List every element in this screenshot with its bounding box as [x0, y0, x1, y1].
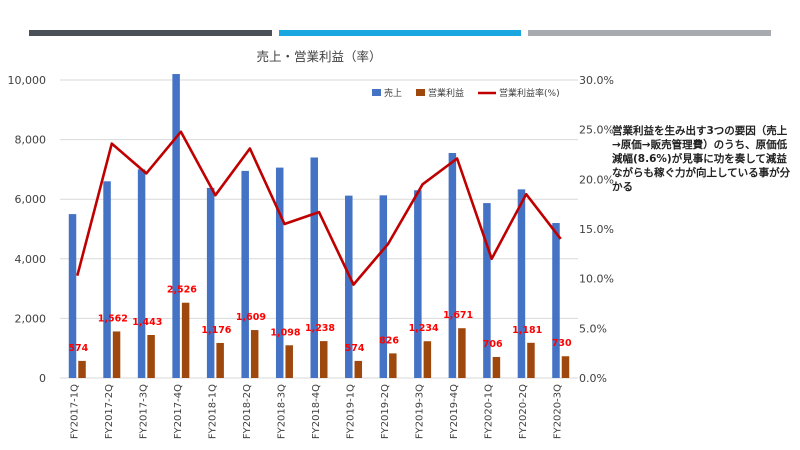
bar-sales [552, 223, 560, 378]
profit-data-label: 1,562 [98, 313, 128, 324]
x-tick-label: FY2017-2Q [104, 384, 115, 439]
bar-sales [517, 189, 526, 378]
bar-sales [345, 195, 353, 378]
x-tick-label: FY2018-3Q [276, 384, 287, 439]
bar-operating-profit [423, 341, 432, 378]
legend-swatch-sales [372, 89, 381, 96]
bar-sales [137, 169, 146, 378]
profit-data-label: 574 [68, 343, 88, 354]
header-bar-blue [279, 30, 521, 36]
y-left-tick-label: 10,000 [8, 74, 47, 87]
bar-operating-profit [250, 330, 259, 378]
bar-operating-profit [181, 302, 190, 378]
y-right-tick-label: 5.0% [579, 322, 607, 335]
bar-operating-profit [527, 342, 535, 378]
y-left-tick-label: 0 [39, 372, 46, 385]
profit-data-label: 1,234 [409, 323, 439, 334]
profit-data-label: 826 [379, 335, 399, 346]
bar-sales [448, 153, 457, 378]
bar-sales [275, 167, 284, 378]
bar-operating-profit [458, 328, 466, 378]
profit-data-label: 2,526 [167, 285, 197, 296]
x-tick-label: FY2019-2Q [380, 384, 391, 439]
bar-sales [483, 203, 491, 378]
legend-label-operating-margin: 営業利益率(%) [499, 87, 560, 99]
bar-sales [103, 181, 111, 378]
x-tick-label: FY2019-4Q [449, 384, 460, 439]
y-right-tick-label: 15.0% [579, 223, 614, 236]
bar-sales [310, 157, 318, 378]
y-left-tick-label: 8,000 [15, 134, 47, 147]
bar-operating-profit [78, 360, 86, 378]
y-right-tick-label: 25.0% [579, 124, 614, 137]
bar-operating-profit [561, 356, 570, 378]
profit-data-label: 730 [552, 338, 572, 349]
profit-data-label: 1,609 [236, 312, 266, 323]
profit-data-label: 1,238 [305, 323, 335, 334]
header-bar-gray [528, 30, 771, 36]
y-right-tick-label: 30.0% [579, 74, 614, 87]
x-tick-label: FY2018-4Q [311, 384, 322, 439]
profit-data-label: 1,098 [270, 327, 300, 338]
y-right-tick-label: 0.0% [579, 372, 607, 385]
x-tick-label: FY2018-2Q [242, 384, 253, 439]
bar-sales [206, 187, 215, 378]
bar-operating-profit [320, 341, 328, 378]
profit-data-label: 1,443 [132, 317, 162, 328]
bar-sales [172, 74, 180, 378]
x-tick-label: FY2017-1Q [69, 384, 80, 439]
x-tick-label: FY2020-2Q [518, 384, 529, 439]
x-tick-label: FY2017-4Q [173, 384, 184, 439]
y-right-tick-label: 10.0% [579, 273, 614, 286]
y-left-tick-label: 2,000 [15, 312, 47, 325]
bar-operating-profit [389, 353, 397, 378]
bar-sales [68, 214, 77, 378]
legend-label-sales: 売上 [384, 87, 402, 99]
bar-operating-profit [112, 331, 121, 378]
y-right-tick-label: 20.0% [579, 173, 614, 186]
side-note: 営業利益を生み出す3つの要因（売上→原価→販売管理費）のうち、原価低減幅(8.6… [612, 125, 791, 193]
x-tick-label: FY2019-3Q [415, 384, 426, 439]
profit-data-label: 1,671 [443, 310, 473, 321]
profit-data-label: 1,181 [512, 325, 542, 336]
bar-operating-profit [492, 356, 501, 378]
y-left-tick-label: 4,000 [15, 253, 47, 266]
bar-operating-profit [285, 345, 293, 378]
x-tick-label: FY2020-1Q [484, 384, 495, 439]
bar-sales [379, 195, 388, 378]
header-bar-dark [29, 30, 272, 36]
x-tick-label: FY2018-1Q [207, 384, 218, 439]
bar-operating-profit [354, 360, 363, 378]
x-tick-label: FY2019-1Q [346, 384, 357, 439]
y-left-tick-label: 6,000 [15, 193, 47, 206]
bar-sales [414, 190, 422, 378]
x-tick-label: FY2020-3Q [553, 384, 564, 439]
chart-title: 売上・営業利益（率） [256, 49, 381, 64]
profit-data-label: 706 [483, 339, 503, 350]
legend-swatch-operating-profit [416, 89, 425, 96]
bar-operating-profit [216, 342, 224, 378]
bar-operating-profit [147, 334, 155, 378]
line-operating-margin [76, 130, 562, 286]
x-tick-label: FY2017-3Q [138, 384, 149, 439]
legend-label-operating-profit: 営業利益 [428, 87, 464, 99]
bar-sales [241, 170, 249, 378]
profit-data-label: 1,176 [201, 325, 231, 336]
profit-data-label: 574 [345, 343, 365, 354]
